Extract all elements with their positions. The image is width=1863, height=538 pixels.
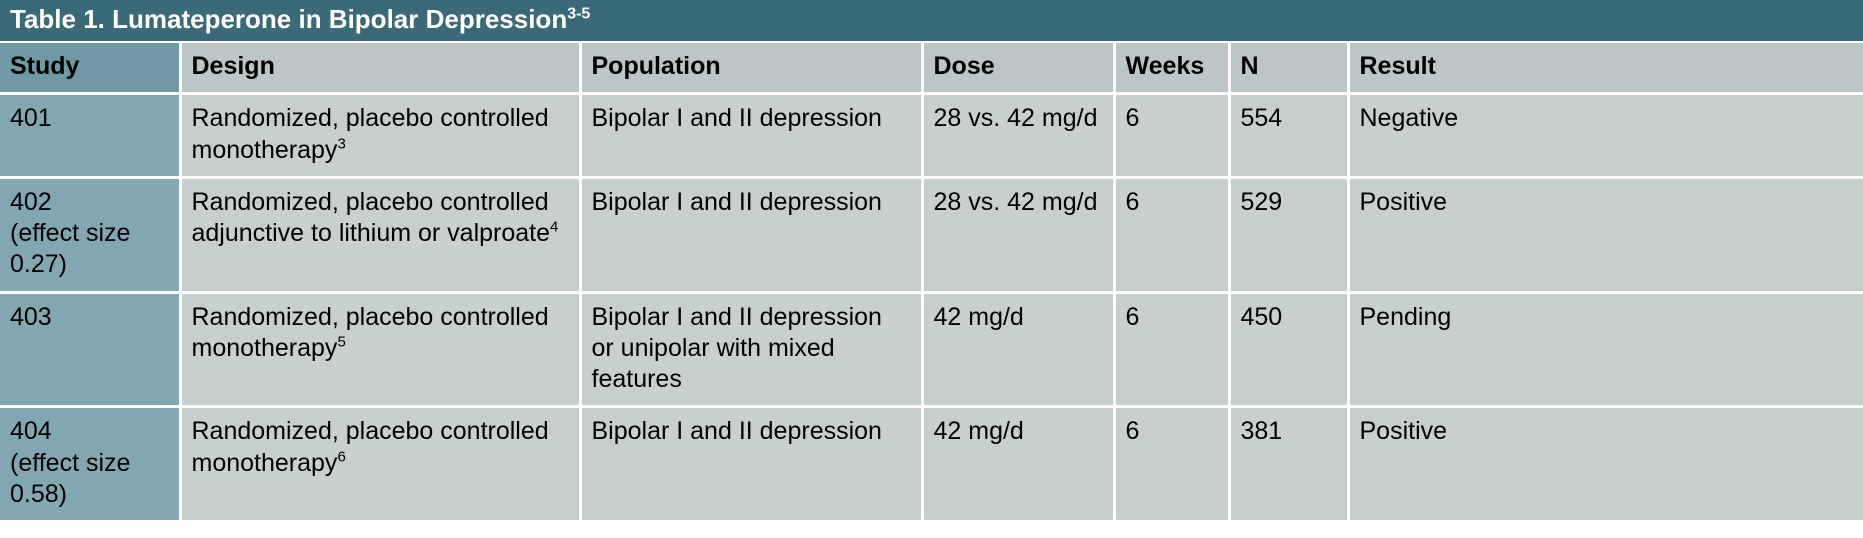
study-id: 401 <box>10 104 52 132</box>
table-row: 404 (effect size 0.58) Randomized, place… <box>0 407 1863 522</box>
table-row: 403 Randomized, placebo controlled monot… <box>0 292 1863 407</box>
cell-study: 403 <box>0 292 180 407</box>
cell-n: 450 <box>1229 292 1348 407</box>
cell-dose: 28 vs. 42 mg/d <box>922 94 1114 178</box>
design-sup: 6 <box>337 448 345 465</box>
design-sup: 3 <box>337 135 345 152</box>
design-text: Randomized, placebo controlled adjunctiv… <box>192 188 551 247</box>
design-sup: 5 <box>337 333 345 350</box>
header-row: Study Design Population Dose Weeks N Res… <box>0 43 1863 94</box>
table-title: Table 1. Lumateperone in Bipolar Depress… <box>0 0 1863 43</box>
cell-study: 404 (effect size 0.58) <box>0 407 180 522</box>
cell-population: Bipolar I and II depression <box>580 177 922 292</box>
cell-design: Randomized, placebo controlled adjunctiv… <box>180 177 580 292</box>
table-title-sup: 3-5 <box>567 5 590 22</box>
table-row: 401 Randomized, placebo controlled monot… <box>0 94 1863 178</box>
study-sub: (effect size 0.58) <box>10 448 169 511</box>
col-weeks: Weeks <box>1114 43 1229 94</box>
cell-dose: 28 vs. 42 mg/d <box>922 177 1114 292</box>
design-text: Randomized, placebo controlled monothera… <box>192 104 549 163</box>
design-text: Randomized, placebo controlled monothera… <box>192 417 549 476</box>
col-population: Population <box>580 43 922 94</box>
cell-dose: 42 mg/d <box>922 407 1114 522</box>
design-text: Randomized, placebo controlled monothera… <box>192 303 549 362</box>
cell-population: Bipolar I and II depression <box>580 94 922 178</box>
cell-result: Positive <box>1348 407 1863 522</box>
col-design: Design <box>180 43 580 94</box>
cell-n: 381 <box>1229 407 1348 522</box>
cell-n: 554 <box>1229 94 1348 178</box>
design-sup: 4 <box>550 219 558 236</box>
study-id: 404 <box>10 417 52 445</box>
cell-study: 401 <box>0 94 180 178</box>
col-dose: Dose <box>922 43 1114 94</box>
cell-dose: 42 mg/d <box>922 292 1114 407</box>
cell-population: Bipolar I and II depression or unipolar … <box>580 292 922 407</box>
col-study: Study <box>0 43 180 94</box>
study-id: 403 <box>10 303 52 331</box>
cell-population: Bipolar I and II depression <box>580 407 922 522</box>
table-title-text: Table 1. Lumateperone in Bipolar Depress… <box>10 4 567 34</box>
table-body: 401 Randomized, placebo controlled monot… <box>0 94 1863 522</box>
cell-weeks: 6 <box>1114 177 1229 292</box>
col-result: Result <box>1348 43 1863 94</box>
cell-design: Randomized, placebo controlled monothera… <box>180 407 580 522</box>
data-table: Study Design Population Dose Weeks N Res… <box>0 43 1863 523</box>
col-n: N <box>1229 43 1348 94</box>
cell-n: 529 <box>1229 177 1348 292</box>
cell-study: 402 (effect size 0.27) <box>0 177 180 292</box>
study-id: 402 <box>10 188 52 216</box>
study-sub: (effect size 0.27) <box>10 218 169 281</box>
table-container: Table 1. Lumateperone in Bipolar Depress… <box>0 0 1863 523</box>
cell-result: Pending <box>1348 292 1863 407</box>
cell-weeks: 6 <box>1114 94 1229 178</box>
cell-weeks: 6 <box>1114 292 1229 407</box>
table-row: 402 (effect size 0.27) Randomized, place… <box>0 177 1863 292</box>
cell-design: Randomized, placebo controlled monothera… <box>180 292 580 407</box>
cell-design: Randomized, placebo controlled monothera… <box>180 94 580 178</box>
cell-result: Positive <box>1348 177 1863 292</box>
cell-weeks: 6 <box>1114 407 1229 522</box>
cell-result: Negative <box>1348 94 1863 178</box>
